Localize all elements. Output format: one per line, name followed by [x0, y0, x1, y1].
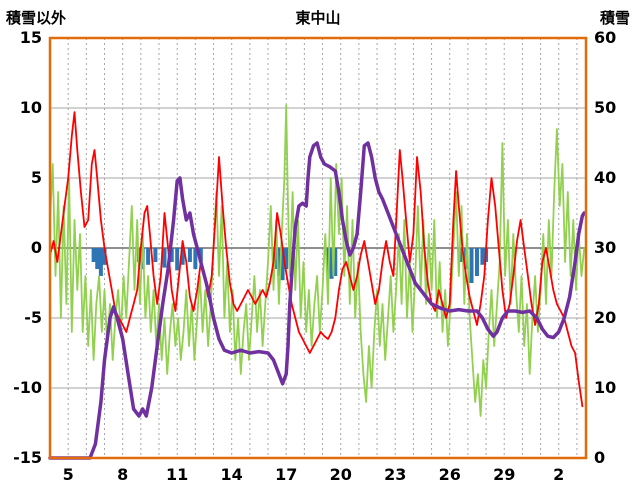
- precipitation-bars: [102, 248, 107, 265]
- precipitation-bars: [98, 248, 103, 276]
- precipitation-bars: [162, 248, 167, 268]
- right-axis-tick-label: 0: [594, 448, 605, 467]
- x-axis-tick-label: 17: [275, 465, 297, 484]
- right-axis-tick-label: 50: [594, 98, 616, 117]
- left-axis-tick-label: 15: [20, 28, 42, 47]
- left-axis-tick-label: 10: [20, 98, 42, 117]
- precipitation-bars: [193, 248, 198, 269]
- snow-depth-purple: [48, 141, 586, 460]
- chart-title: 東中山: [295, 9, 341, 27]
- x-axis-tick-label: 29: [493, 465, 515, 484]
- right-axis-tick-label: 30: [594, 238, 616, 257]
- precipitation-bars: [284, 248, 289, 269]
- precipitation-bars: [187, 248, 192, 262]
- x-axis-tick-label: 23: [384, 465, 406, 484]
- left-axis-tick-label: 0: [31, 238, 42, 257]
- precipitation-bars: [325, 248, 330, 274]
- plot-frame: [48, 36, 588, 460]
- precipitation-bars: [329, 248, 334, 279]
- left-axis-tick-label: -15: [13, 448, 42, 467]
- precipitation-bars: [333, 248, 338, 276]
- right-axis-tick-label: 40: [594, 168, 616, 187]
- x-axis-tick-label: 5: [63, 465, 74, 484]
- x-axis-tick-label: 8: [117, 465, 128, 484]
- precipitation-bars: [175, 248, 180, 271]
- x-axis-tick-label: 11: [166, 465, 188, 484]
- left-axis-tick-label: 5: [31, 168, 42, 187]
- left-axis-tick-label: -5: [24, 308, 42, 327]
- x-axis-tick-label: 2: [553, 465, 564, 484]
- x-axis-tick-label: 14: [221, 465, 243, 484]
- precipitation-bars: [91, 248, 96, 262]
- x-axis-tick-label: 20: [330, 465, 352, 484]
- red-series: [49, 111, 584, 408]
- x-axis-tick-label: 26: [439, 465, 461, 484]
- precipitation-bars: [153, 248, 158, 262]
- left-axis-tick-label: -10: [13, 378, 42, 397]
- right-axis-tick-label: 10: [594, 378, 616, 397]
- precipitation-bars: [480, 248, 485, 265]
- precipitation-bars: [146, 248, 151, 265]
- precipitation-bars: [95, 248, 100, 269]
- precipitation-bars: [280, 248, 285, 281]
- right-axis-title: 積雪: [599, 9, 630, 27]
- right-axis-tick-label: 20: [594, 308, 616, 327]
- right-axis-tick-label: 60: [594, 28, 616, 47]
- precipitation-bars: [469, 248, 474, 283]
- precipitation-bars: [180, 248, 185, 265]
- precipitation-bars: [474, 248, 479, 276]
- precipitation-bars: [169, 248, 174, 262]
- precipitation-bars: [276, 248, 281, 276]
- green-series: [49, 104, 586, 417]
- left-axis-title: 積雪以外: [6, 9, 67, 27]
- precipitation-bars: [458, 248, 463, 262]
